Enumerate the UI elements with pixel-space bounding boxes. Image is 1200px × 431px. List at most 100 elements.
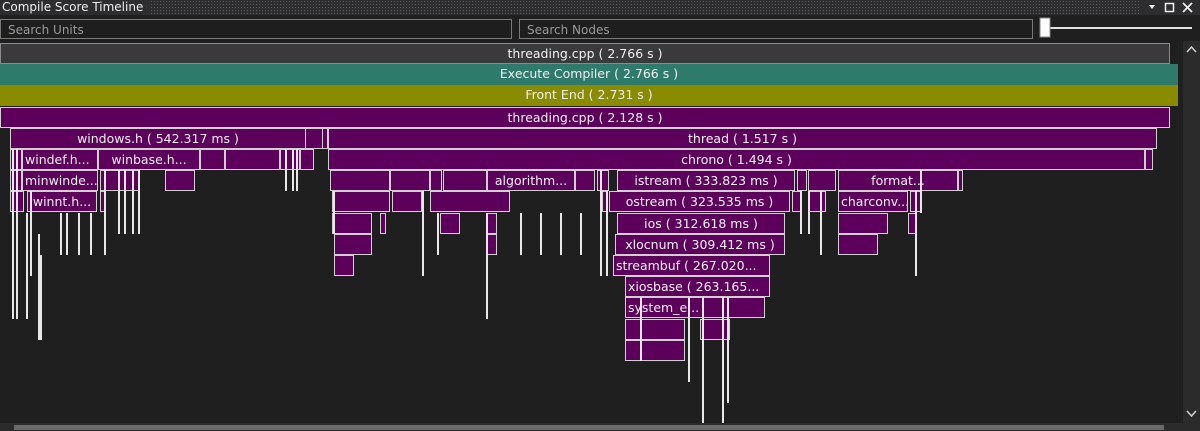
flame-block[interactable] — [165, 170, 195, 192]
flame-node[interactable]: windows.h ( 542.317 ms ) — [10, 127, 306, 149]
flame-block[interactable] — [487, 233, 497, 255]
flame-node[interactable]: winbase.h... — [98, 149, 200, 170]
vertical-scrollbar[interactable] — [1183, 41, 1200, 431]
flame-block[interactable] — [808, 191, 826, 213]
close-icon[interactable] — [1182, 2, 1193, 13]
flame-block[interactable] — [487, 212, 497, 234]
flame-sliver — [138, 170, 140, 234]
flame-block[interactable] — [390, 170, 430, 192]
flame-sliver — [540, 212, 542, 255]
search-units[interactable]: Search Units — [0, 19, 512, 39]
flame-node[interactable]: xlocnum ( 309.412 ms ) — [615, 233, 785, 255]
flame-block[interactable] — [334, 233, 372, 255]
flame-block[interactable] — [430, 170, 442, 192]
flame-block[interactable] — [958, 170, 963, 192]
flame-sliver — [90, 212, 92, 255]
flame-block[interactable] — [808, 170, 836, 192]
flame-block[interactable] — [797, 170, 807, 192]
flame-node[interactable]: system_e... — [625, 297, 703, 319]
flame-node[interactable]: threading.cpp ( 2.766 s ) — [0, 43, 1170, 64]
horizontal-scrollbar[interactable] — [0, 423, 1183, 431]
flame-block[interactable] — [100, 170, 140, 192]
flame-sliver — [132, 170, 134, 234]
flame-block[interactable] — [1145, 149, 1153, 170]
flame-sliver — [78, 212, 80, 255]
flame-node[interactable]: ios ( 312.618 ms ) — [617, 212, 785, 234]
flame-sliver — [296, 149, 298, 192]
flame-sliver — [66, 212, 68, 255]
flame-sliver — [26, 212, 28, 319]
flame-sliver — [580, 212, 582, 255]
flame-block[interactable] — [300, 149, 314, 170]
scroll-thumb[interactable] — [14, 425, 1164, 430]
flame-node[interactable]: algorithm... — [487, 170, 575, 192]
flame-sliver — [124, 170, 126, 234]
flame-sliver — [722, 297, 724, 425]
flame-node[interactable]: charconv... — [838, 191, 908, 213]
flame-block[interactable] — [200, 149, 225, 170]
flame-sliver — [800, 191, 802, 234]
flame-block[interactable] — [700, 318, 730, 340]
title-bar: Compile Score Timeline — [0, 0, 1200, 15]
flame-sliver — [688, 297, 690, 383]
maximize-icon[interactable] — [1164, 2, 1175, 13]
flame-node[interactable]: winnt.h... — [27, 191, 97, 213]
flame-sliver — [12, 149, 14, 319]
flame-sliver — [915, 191, 917, 277]
flame-block[interactable] — [625, 318, 685, 340]
search-nodes[interactable]: Search Nodes — [519, 19, 1033, 39]
flame-block[interactable] — [430, 191, 510, 213]
flame-node[interactable]: Execute Compiler ( 2.766 s ) — [0, 64, 1178, 86]
window-controls[interactable] — [1140, 0, 1200, 15]
flame-node[interactable]: istream ( 333.823 ms ) — [617, 170, 795, 192]
flame-sliver — [808, 191, 810, 234]
slider-thumb[interactable] — [1039, 17, 1051, 38]
flame-block[interactable] — [322, 127, 328, 149]
flame-node[interactable]: Front End ( 2.731 s ) — [0, 85, 1178, 107]
flame-block[interactable] — [332, 191, 390, 213]
dropdown-icon[interactable] — [1149, 5, 1155, 9]
flame-block[interactable] — [225, 149, 280, 170]
flame-block[interactable] — [392, 191, 422, 213]
flame-node[interactable]: threading.cpp ( 2.128 s ) — [0, 106, 1170, 128]
flame-node[interactable]: format... — [838, 170, 958, 192]
flame-block[interactable] — [443, 170, 487, 192]
flame-node[interactable]: ostream ( 323.535 ms ) — [609, 191, 790, 213]
flame-node[interactable]: xiosbase ( 263.165... — [625, 276, 770, 298]
flame-block[interactable] — [838, 212, 888, 234]
flame-sliver — [422, 191, 424, 277]
flame-node[interactable]: streambuf ( 267.020... — [613, 255, 770, 276]
flame-node[interactable]: chrono ( 1.494 s ) — [328, 149, 1145, 170]
flame-block[interactable] — [440, 212, 460, 234]
flame-node[interactable]: thread ( 1.517 s ) — [328, 127, 1157, 149]
flame-node[interactable]: windef.h... — [22, 149, 98, 170]
zoom-slider[interactable] — [1036, 16, 1196, 40]
flame-block[interactable] — [703, 297, 765, 319]
flame-sliver — [820, 191, 822, 255]
flame-sliver — [40, 255, 42, 340]
flame-block[interactable] — [334, 255, 354, 276]
flame-block[interactable] — [838, 233, 878, 255]
flame-sliver — [285, 149, 287, 192]
flame-block[interactable] — [597, 170, 609, 192]
flame-sliver — [292, 149, 294, 192]
flame-block[interactable] — [575, 170, 595, 192]
flame-graph: threading.cpp ( 2.766 s ) Execute Compile… — [0, 43, 1178, 425]
flame-sliver — [30, 191, 32, 277]
flame-block[interactable] — [380, 212, 386, 234]
flame-sliver — [486, 212, 488, 319]
flame-sliver — [60, 212, 62, 255]
flame-sliver — [104, 170, 106, 255]
flame-block[interactable] — [330, 170, 390, 192]
flame-sliver — [520, 212, 522, 255]
flame-block[interactable] — [332, 212, 372, 234]
flame-sliver — [600, 170, 602, 277]
flame-sliver — [560, 212, 562, 255]
flame-sliver — [38, 233, 40, 340]
flame-node[interactable]: minwinde... — [22, 170, 98, 192]
flame-sliver — [118, 170, 120, 234]
flame-sliver — [333, 191, 335, 234]
flame-block[interactable] — [625, 339, 685, 361]
flame-sliver — [920, 170, 922, 213]
